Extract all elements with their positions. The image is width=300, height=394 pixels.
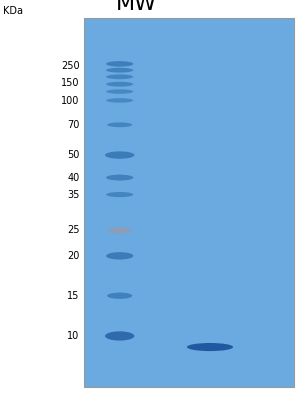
Ellipse shape [106,61,133,67]
Text: 25: 25 [67,225,80,235]
Ellipse shape [105,151,134,159]
Text: 100: 100 [61,96,80,106]
Text: MW: MW [116,0,157,14]
Ellipse shape [105,331,134,340]
Ellipse shape [106,175,133,180]
Text: 40: 40 [67,173,80,182]
Text: KDa: KDa [3,6,23,16]
Ellipse shape [106,68,133,72]
Ellipse shape [107,123,132,127]
Ellipse shape [107,293,132,299]
Text: 15: 15 [67,291,80,301]
Ellipse shape [108,227,131,233]
Text: 20: 20 [67,251,80,261]
Text: 70: 70 [67,120,80,130]
Text: 250: 250 [61,61,80,71]
Ellipse shape [106,192,133,197]
Ellipse shape [187,343,233,351]
Ellipse shape [106,252,133,260]
Text: 150: 150 [61,78,80,88]
Ellipse shape [106,74,133,79]
Ellipse shape [106,89,133,94]
Ellipse shape [106,98,133,103]
Text: 50: 50 [67,150,80,160]
Ellipse shape [106,82,133,87]
Bar [84,18,294,387]
Text: 10: 10 [67,331,80,341]
Text: 35: 35 [67,190,80,200]
